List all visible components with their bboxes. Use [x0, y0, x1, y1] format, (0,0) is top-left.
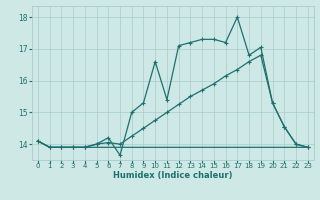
X-axis label: Humidex (Indice chaleur): Humidex (Indice chaleur) [113, 171, 233, 180]
